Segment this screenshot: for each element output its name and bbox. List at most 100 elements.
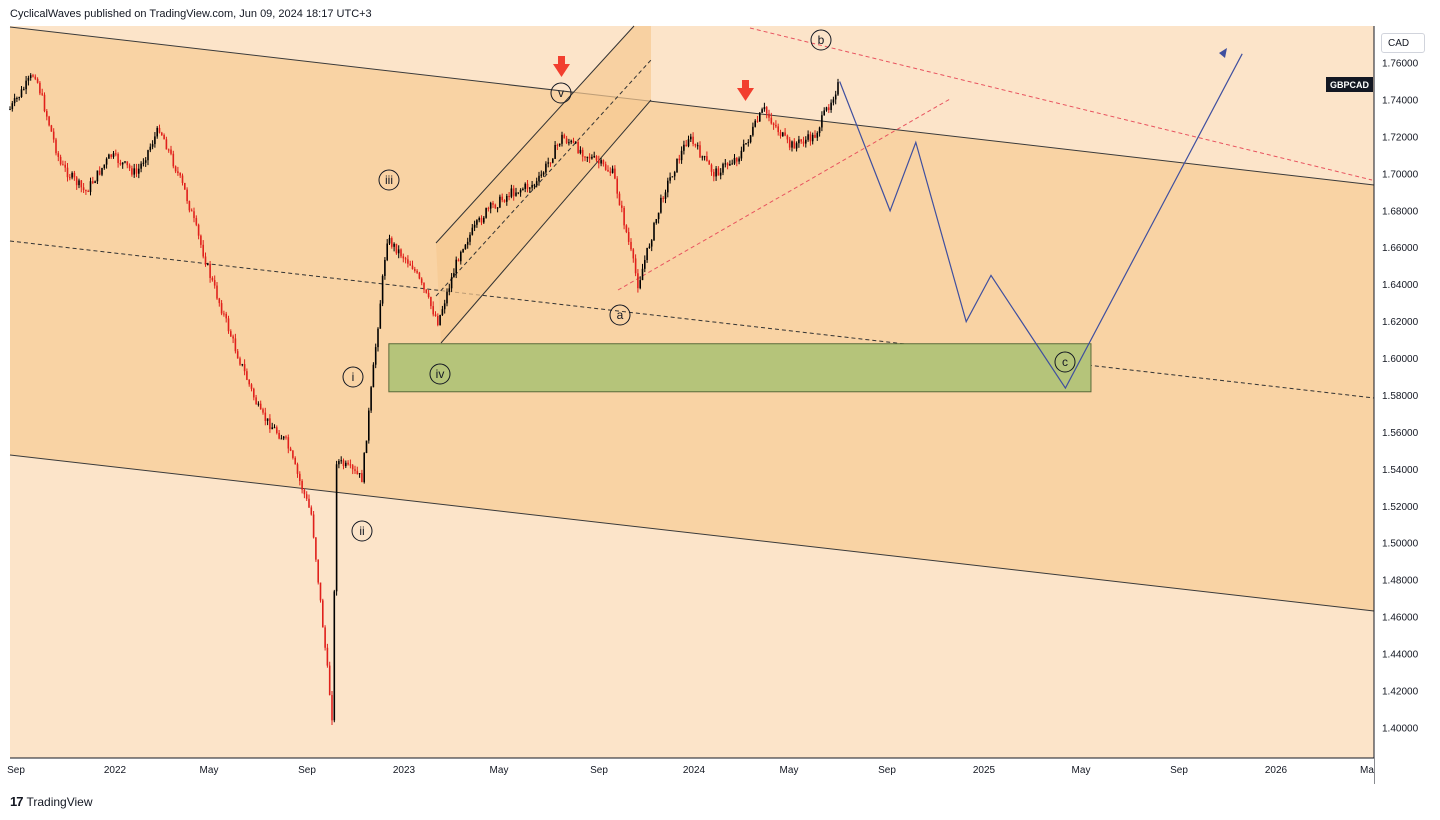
svg-text:a: a bbox=[617, 308, 624, 322]
candle-body bbox=[345, 462, 347, 467]
time-tick-label: Sep bbox=[7, 765, 25, 776]
candle-body bbox=[278, 432, 280, 439]
candle-body bbox=[581, 149, 584, 157]
candle-body bbox=[726, 163, 729, 166]
candle-body bbox=[639, 280, 641, 289]
candle-body bbox=[761, 109, 763, 113]
candle-body bbox=[742, 144, 745, 151]
price-axis[interactable] bbox=[1374, 26, 1440, 758]
candle-body bbox=[349, 464, 352, 466]
candle-body bbox=[554, 144, 556, 159]
candle-body bbox=[9, 109, 11, 111]
candle-body bbox=[264, 412, 267, 421]
candle-body bbox=[172, 153, 175, 167]
candle-body bbox=[650, 240, 653, 247]
candle-body bbox=[549, 162, 552, 164]
candle-body bbox=[614, 168, 616, 179]
candle-body bbox=[108, 154, 110, 159]
candle-body bbox=[752, 126, 754, 136]
candle-body bbox=[117, 154, 119, 163]
candle-body bbox=[119, 162, 122, 165]
candle-body bbox=[655, 219, 658, 223]
candle-body bbox=[317, 559, 319, 583]
publisher-header: CyclicalWaves published on TradingView.c… bbox=[10, 8, 372, 20]
price-tick-label: 1.68000 bbox=[1382, 206, 1419, 217]
candle-body bbox=[161, 132, 163, 136]
candle-body bbox=[20, 89, 23, 98]
price-tick-label: 1.50000 bbox=[1382, 539, 1419, 550]
candle-body bbox=[687, 139, 690, 147]
candle-body bbox=[305, 494, 308, 499]
candle-body bbox=[561, 134, 563, 144]
candle-body bbox=[257, 403, 260, 405]
candle-body bbox=[294, 457, 296, 465]
candle-body bbox=[476, 220, 478, 225]
candle-body bbox=[825, 107, 828, 111]
candle-body bbox=[144, 160, 147, 163]
price-candles bbox=[9, 73, 839, 725]
price-tick-label: 1.64000 bbox=[1382, 280, 1419, 291]
candle-body bbox=[142, 162, 145, 164]
candle-body bbox=[239, 358, 241, 365]
candle-body bbox=[170, 149, 172, 154]
time-axis[interactable] bbox=[0, 758, 1374, 784]
price-tick-label: 1.74000 bbox=[1382, 95, 1419, 106]
candle-body bbox=[133, 168, 135, 175]
candle-body bbox=[204, 256, 207, 265]
candle-body bbox=[253, 388, 255, 398]
price-tick-label: 1.46000 bbox=[1382, 613, 1419, 624]
price-tick-label: 1.52000 bbox=[1382, 502, 1419, 513]
rising-channel bbox=[436, 26, 651, 343]
candle-body bbox=[740, 150, 743, 159]
candle-body bbox=[98, 170, 101, 175]
candle-body bbox=[407, 259, 409, 264]
candle-body bbox=[717, 168, 720, 176]
candle-body bbox=[202, 244, 204, 257]
candle-body bbox=[660, 197, 662, 213]
candle-body bbox=[724, 163, 727, 165]
candle-body bbox=[188, 201, 191, 211]
candle-body bbox=[310, 507, 313, 515]
candle-body bbox=[584, 156, 586, 158]
time-tick-label: 2025 bbox=[973, 765, 996, 776]
candle-body bbox=[266, 418, 269, 421]
candle-body bbox=[223, 313, 225, 315]
currency-button[interactable]: CAD bbox=[1381, 33, 1425, 53]
candle-body bbox=[250, 384, 253, 389]
candle-body bbox=[16, 98, 18, 100]
candle-body bbox=[772, 123, 775, 125]
footer-brand[interactable]: 17 TradingView bbox=[10, 794, 93, 809]
candle-body bbox=[671, 176, 674, 178]
channel-median-line bbox=[9, 240, 1375, 399]
candle-body bbox=[195, 218, 198, 225]
candle-body bbox=[94, 181, 96, 183]
candle-body bbox=[722, 163, 724, 173]
candle-body bbox=[837, 82, 839, 95]
price-tick-label: 1.76000 bbox=[1382, 59, 1419, 70]
candle-body bbox=[696, 145, 699, 147]
candle-body bbox=[480, 217, 483, 223]
candle-body bbox=[706, 156, 708, 161]
candle-body bbox=[112, 153, 115, 157]
candle-body bbox=[552, 158, 554, 163]
candle-body bbox=[255, 397, 257, 405]
candle-body bbox=[542, 172, 545, 175]
candle-body bbox=[87, 190, 89, 192]
candle-body bbox=[420, 278, 423, 283]
arrow-down-icon bbox=[737, 80, 754, 101]
candle-body bbox=[234, 338, 237, 352]
candle-body bbox=[565, 138, 568, 143]
wave-label-ii: ii bbox=[351, 520, 373, 542]
candle-body bbox=[729, 164, 731, 166]
candle-body bbox=[439, 314, 441, 326]
candle-body bbox=[588, 156, 591, 159]
candle-body bbox=[814, 134, 816, 138]
candle-body bbox=[524, 183, 526, 189]
candle-body bbox=[821, 115, 823, 128]
candle-body bbox=[519, 189, 522, 193]
candle-body bbox=[386, 243, 388, 260]
candle-body bbox=[209, 263, 211, 278]
candle-body bbox=[759, 112, 761, 122]
candle-body bbox=[800, 139, 802, 142]
